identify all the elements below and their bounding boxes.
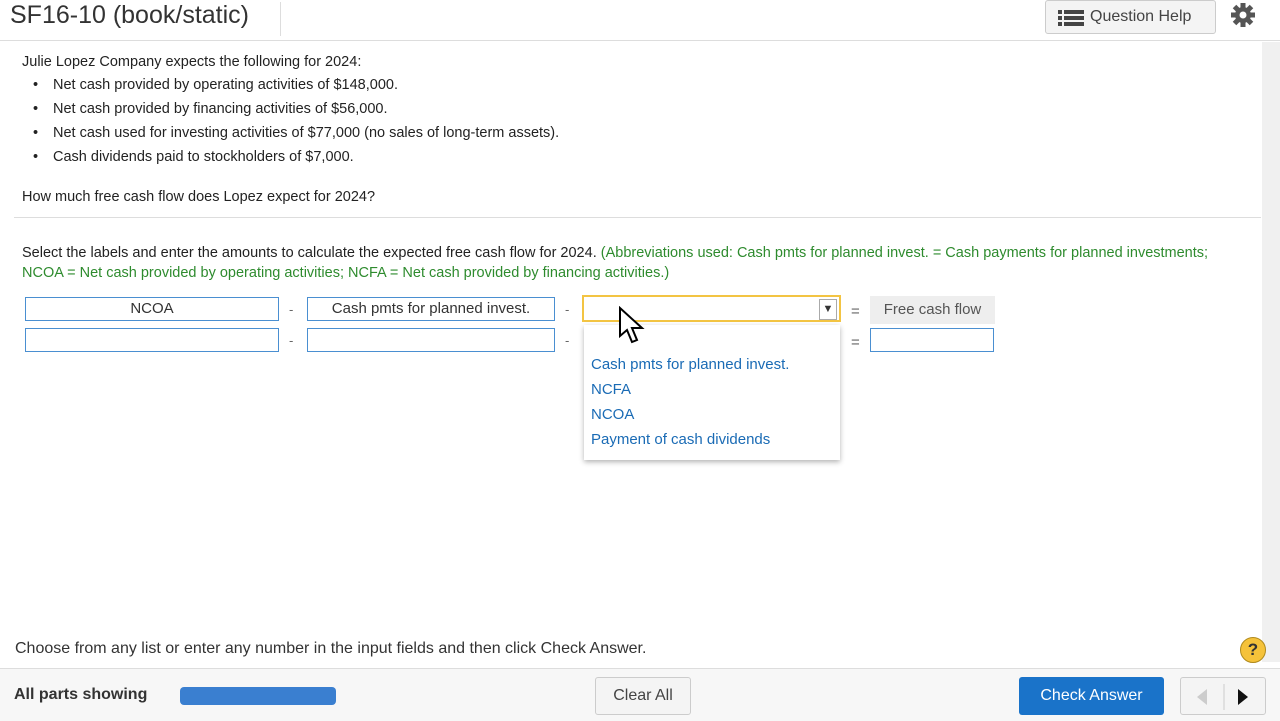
- clear-all-button[interactable]: Clear All: [595, 677, 691, 715]
- footer-hint: Choose from any list or enter any number…: [15, 640, 647, 657]
- operator: -: [289, 333, 294, 348]
- check-answer-button[interactable]: Check Answer: [1019, 677, 1164, 715]
- instructions-note: (Abbreviations used: Cash pmts for plann…: [22, 245, 1209, 281]
- operator: -: [565, 302, 570, 317]
- dropdown-menu: [584, 325, 840, 460]
- help-icon[interactable]: ?: [1240, 637, 1266, 663]
- question-help-button[interactable]: Question Help: [1045, 0, 1216, 34]
- page-title: SF16-10 (book/static): [10, 1, 249, 29]
- amount-input[interactable]: [25, 328, 279, 352]
- label-select[interactable]: NCOA: [25, 297, 279, 321]
- label-select[interactable]: Cash pmts for planned invest.: [307, 297, 555, 321]
- list-icon: [1058, 10, 1084, 26]
- bullet: •: [33, 149, 39, 165]
- problem-question: How much free cash flow does Lopez expec…: [22, 189, 376, 205]
- dropdown-option[interactable]: Payment of cash dividends: [591, 431, 771, 448]
- problem-bullet: Net cash provided by financing activitie…: [53, 101, 388, 117]
- problem-bullet: Net cash used for investing activities o…: [53, 125, 560, 141]
- separator: [14, 217, 1261, 218]
- scrollbar[interactable]: [1262, 42, 1280, 662]
- operator: -: [289, 302, 294, 317]
- status-text: All parts showing: [14, 686, 148, 703]
- instructions-text: Select the labels and enter the amounts …: [22, 245, 597, 261]
- progress-bar: [180, 687, 336, 705]
- bullet: •: [33, 77, 39, 93]
- amount-input[interactable]: [870, 328, 994, 352]
- bullet: •: [33, 125, 39, 141]
- settings-icon[interactable]: [1230, 2, 1256, 28]
- result-label: Free cash flow: [870, 296, 995, 324]
- select-arrow[interactable]: ▼: [819, 299, 837, 320]
- bullet: •: [33, 101, 39, 117]
- nav-arrows: [1197, 684, 1248, 710]
- problem-bullet: Net cash provided by operating activitie…: [53, 77, 398, 93]
- help-label: Question Help: [1090, 8, 1192, 25]
- header-border: [0, 40, 1280, 41]
- divider: [280, 2, 281, 36]
- dropdown-option[interactable]: Cash pmts for planned invest.: [591, 356, 790, 373]
- nav-buttons[interactable]: [1180, 677, 1266, 715]
- amount-input[interactable]: [307, 328, 555, 352]
- problem-bullet: Cash dividends paid to stockholders of $…: [53, 149, 354, 165]
- mouse-cursor: [619, 306, 645, 344]
- dropdown-option[interactable]: NCFA: [591, 381, 632, 398]
- dropdown-option[interactable]: NCOA: [591, 406, 635, 423]
- operator: =: [851, 334, 860, 351]
- instructions: Select the labels and enter the amounts …: [22, 243, 1222, 283]
- operator: -: [565, 333, 570, 348]
- operator: =: [851, 303, 860, 320]
- problem-intro: Julie Lopez Company expects the followin…: [22, 54, 362, 70]
